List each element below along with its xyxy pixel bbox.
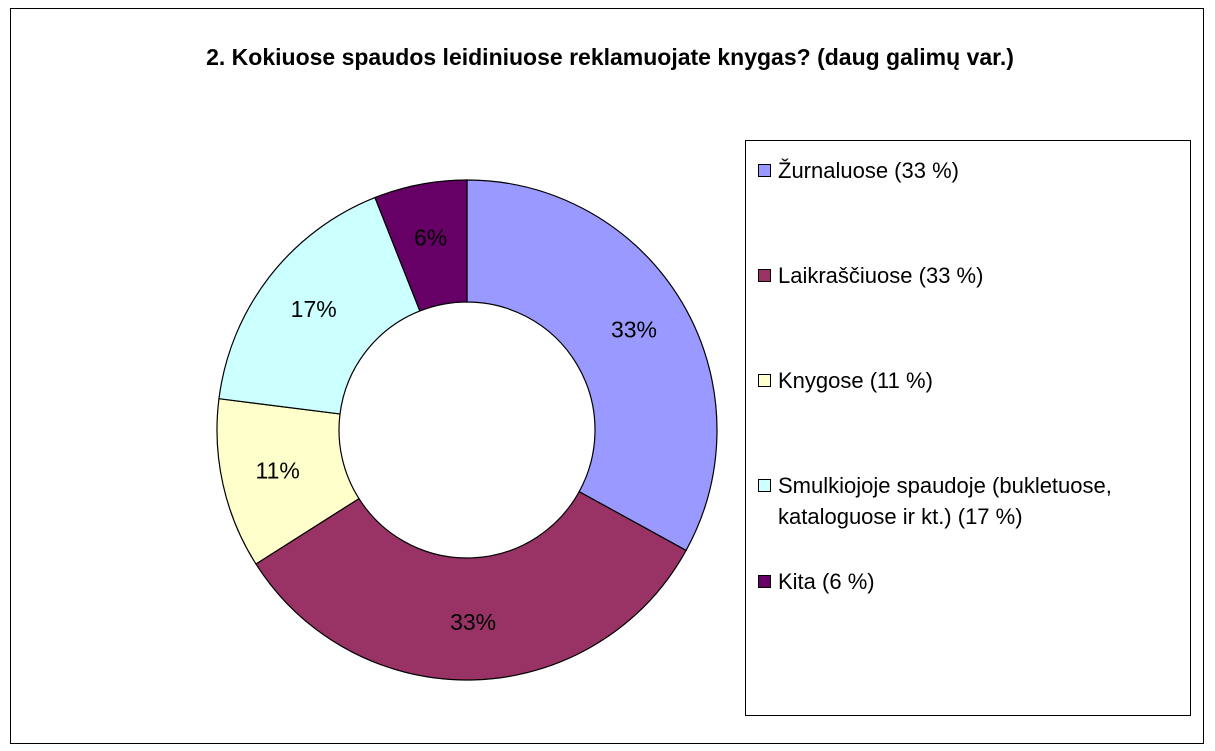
legend-item: Knygose (11 %): [758, 365, 1180, 396]
legend-swatch: [758, 575, 771, 588]
data-label: 6%: [414, 225, 447, 251]
legend-item: Smulkiojoje spaudoje (bukletuose, katalo…: [758, 470, 1180, 532]
legend-label: Laikraščiuose (33 %): [778, 263, 984, 288]
data-label: 33%: [611, 316, 657, 342]
slice: [374, 179, 468, 312]
slice: [255, 490, 687, 681]
legend-swatch: [758, 374, 771, 387]
slice: [466, 179, 718, 552]
legend-label: Kita (6 %): [778, 569, 875, 594]
legend-swatch: [758, 479, 771, 492]
data-label: 33%: [450, 609, 496, 635]
legend-label: Smulkiojoje spaudoje (bukletuose, katalo…: [778, 473, 1112, 529]
legend-item: Laikraščiuose (33 %): [758, 260, 1180, 291]
data-label: 11%: [256, 457, 300, 483]
legend-label: Žurnaluose (33 %): [778, 158, 959, 183]
chart-title: 2. Kokiuose spaudos leidiniuose reklamuo…: [206, 44, 1014, 70]
chart-frame: [10, 8, 1204, 744]
legend-swatch: [758, 269, 771, 282]
legend-item: Kita (6 %): [758, 566, 1180, 597]
data-label: 17%: [291, 296, 337, 322]
legend-swatch: [758, 164, 771, 177]
legend: Žurnaluose (33 %) Laikraščiuose (33 %) Kny…: [745, 140, 1191, 716]
legend-label: Knygose (11 %): [778, 368, 933, 393]
slice: [218, 196, 421, 415]
legend-item: Žurnaluose (33 %): [758, 155, 1180, 186]
